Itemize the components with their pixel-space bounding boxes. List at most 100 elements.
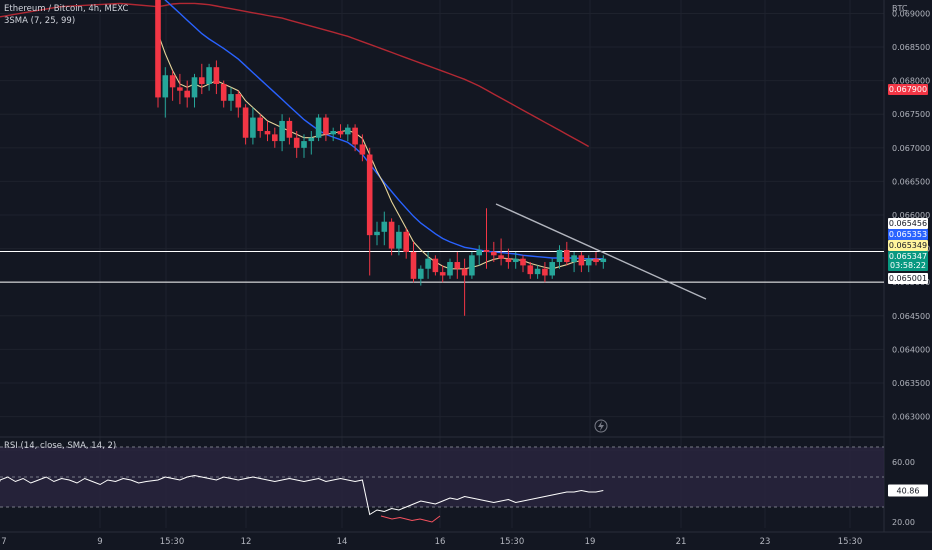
price-tag: 0.065001 bbox=[888, 272, 928, 284]
candle-body bbox=[527, 265, 534, 275]
candle-body bbox=[228, 94, 234, 101]
candle-body bbox=[177, 87, 183, 91]
candle-body bbox=[250, 117, 256, 138]
candle-body bbox=[403, 231, 409, 252]
trendline bbox=[495, 203, 707, 300]
candle-body bbox=[425, 258, 431, 269]
candle-body bbox=[169, 75, 176, 88]
rsi-band bbox=[0, 447, 884, 507]
candle-body bbox=[272, 134, 278, 142]
candle-body bbox=[593, 258, 599, 263]
candle-body bbox=[162, 75, 169, 98]
price-tick-label: 0.067500 bbox=[892, 110, 930, 119]
time-axis-label: 23 bbox=[760, 537, 771, 547]
candle-body bbox=[498, 255, 504, 259]
candle-body bbox=[366, 154, 373, 236]
price-tick-label: 0.068500 bbox=[892, 43, 930, 52]
candle-body bbox=[301, 141, 307, 148]
rsi-tick-label: 20.00 bbox=[892, 518, 915, 527]
time-axis-label: 16 bbox=[435, 537, 446, 547]
time-axis-label: 15:30 bbox=[160, 537, 185, 547]
candle-body bbox=[520, 258, 526, 266]
price-tick-label: 0.066500 bbox=[892, 177, 930, 186]
price-tag: 0.065353 bbox=[888, 228, 928, 240]
time-axis-label: 21 bbox=[676, 537, 687, 547]
price-tick-label: 0.066000 bbox=[892, 211, 930, 220]
candle-body bbox=[469, 255, 475, 276]
price-tag: 0.065349 bbox=[888, 239, 928, 251]
price-tick-label: 0.067000 bbox=[892, 144, 930, 153]
candle-body bbox=[323, 117, 329, 135]
candle-body bbox=[534, 268, 541, 275]
price-tick-label: 0.063000 bbox=[892, 413, 930, 422]
candle-body bbox=[585, 258, 592, 266]
candle-body bbox=[235, 94, 242, 108]
candle-body bbox=[396, 231, 402, 249]
price-tag: 0.065347 bbox=[888, 250, 928, 262]
candle-body bbox=[549, 262, 555, 276]
candle-body bbox=[432, 258, 439, 273]
candle-body bbox=[447, 262, 453, 276]
candle-body bbox=[410, 251, 417, 279]
time-axis-label: 15:30 bbox=[500, 537, 525, 547]
rsi-oversold-segment bbox=[380, 515, 441, 523]
candle-body bbox=[439, 272, 446, 276]
time-axis-label: 14 bbox=[337, 537, 348, 547]
sma99-line bbox=[0, 2, 590, 148]
candle-body bbox=[461, 268, 468, 276]
rsi-legend: RSI (14, close, SMA, 14, 2) bbox=[4, 441, 117, 451]
candle-body bbox=[388, 221, 395, 249]
rsi-tick-label: 60.00 bbox=[892, 458, 915, 467]
lightning-icon[interactable] bbox=[594, 419, 608, 433]
price-tag: 0.067900 bbox=[888, 83, 928, 95]
candle-body bbox=[315, 117, 322, 138]
price-tick-label: 0.064000 bbox=[892, 345, 930, 354]
time-axis-label: 9 bbox=[97, 537, 102, 547]
candle-body bbox=[418, 268, 424, 279]
candle-body bbox=[257, 117, 263, 132]
rsi-value-tag: 40.86 bbox=[888, 484, 928, 497]
sma25-line bbox=[164, 0, 604, 260]
candle-body bbox=[578, 255, 585, 266]
candle-body bbox=[374, 231, 380, 236]
candle-body bbox=[155, 0, 161, 98]
candle-body bbox=[213, 67, 220, 84]
candle-body bbox=[279, 120, 285, 142]
rsi-line bbox=[0, 474, 604, 516]
candle-body bbox=[505, 258, 512, 263]
candle-body bbox=[454, 262, 461, 269]
price-ticks: 0.069000 0.068500 0.068000 0.067500 0.067000… bbox=[892, 9, 930, 421]
candle-body bbox=[191, 77, 198, 98]
candle-body bbox=[206, 67, 212, 84]
price-tag: 0.065456 bbox=[888, 217, 928, 229]
candle-body bbox=[264, 131, 271, 135]
candle-body bbox=[512, 258, 519, 263]
candle-body bbox=[286, 120, 293, 138]
currency-label: BTC bbox=[892, 4, 908, 13]
candle-body bbox=[308, 137, 315, 142]
time-axis-label: 7 bbox=[1, 537, 6, 547]
candle-body bbox=[220, 83, 227, 101]
symbol-legend: Ethereum / Bitcoin, 4h, MEXC bbox=[4, 4, 129, 14]
sma7-line bbox=[157, 33, 604, 270]
price-tick-label: 0.063500 bbox=[892, 379, 930, 388]
price-tag: 03:58:22 bbox=[888, 259, 928, 271]
candle-body bbox=[352, 127, 358, 145]
candle-body bbox=[491, 251, 497, 256]
candle-body bbox=[600, 258, 607, 263]
candle-body bbox=[199, 77, 205, 84]
candle-body bbox=[293, 137, 300, 148]
sma-legend: 3SMA (7, 25, 99) bbox=[4, 16, 76, 26]
price-tick-label: 0.069000 bbox=[892, 9, 930, 18]
rsi-value-label: 40.86 bbox=[897, 487, 920, 496]
candles bbox=[155, 0, 607, 316]
time-axis-label: 19 bbox=[585, 537, 596, 547]
candle-body bbox=[564, 249, 570, 263]
price-tick-label: 0.064500 bbox=[892, 312, 930, 321]
candle-body bbox=[556, 249, 563, 263]
candle-body bbox=[359, 144, 366, 155]
candle-body bbox=[483, 249, 490, 252]
candle-body bbox=[330, 131, 336, 135]
